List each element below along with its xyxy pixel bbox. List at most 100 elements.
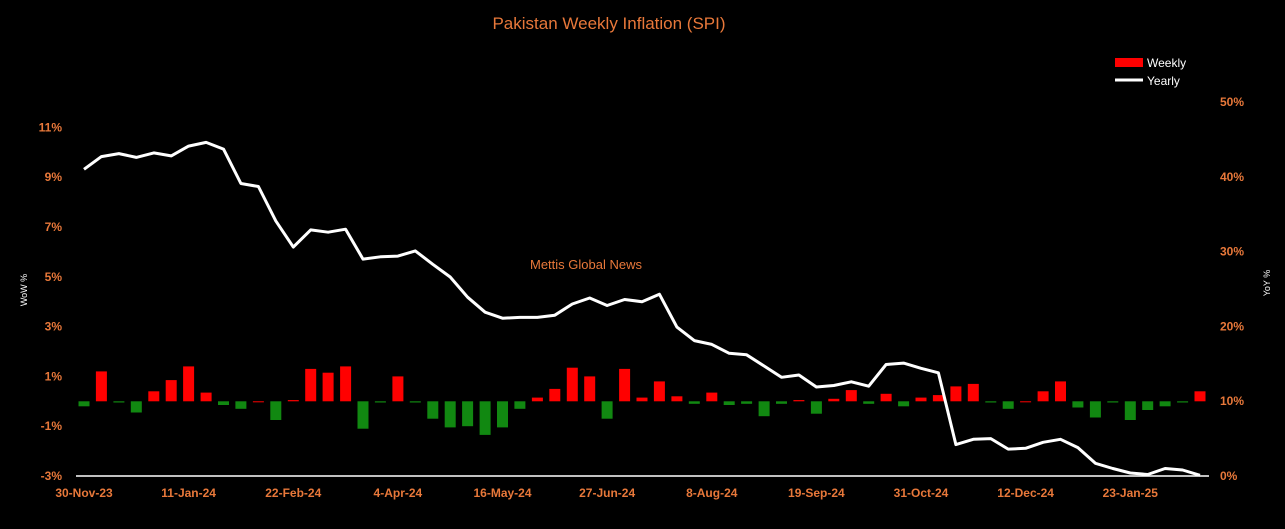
weekly-bar (915, 397, 927, 402)
weekly-bar (601, 401, 613, 419)
weekly-bar (932, 395, 944, 402)
y-right-tick-label: 40% (1220, 170, 1244, 184)
y-left-tick-label: -1% (41, 419, 63, 433)
weekly-bar (636, 397, 648, 402)
x-tick-label: 4-Apr-24 (374, 486, 423, 500)
weekly-bar (967, 383, 979, 402)
weekly-bar (514, 401, 526, 409)
y-left-tick-label: 7% (45, 220, 63, 234)
weekly-bar (810, 401, 822, 414)
x-tick-label: 31-Oct-24 (894, 486, 949, 500)
y-left-tick-label: 9% (45, 170, 63, 184)
weekly-bar (828, 398, 840, 402)
weekly-bar (1072, 401, 1084, 408)
y-right-tick-label: 20% (1220, 319, 1244, 333)
y-left-tick-label: -3% (41, 469, 63, 483)
weekly-bar (357, 401, 369, 429)
weekly-bar (566, 367, 578, 402)
weekly-bar (1107, 401, 1119, 403)
watermark-text: Mettis Global News (530, 257, 642, 272)
weekly-bar (252, 401, 264, 403)
weekly-bar (427, 401, 439, 419)
x-tick-label: 11-Jan-24 (161, 486, 216, 500)
weekly-bar (985, 401, 997, 403)
y-left-axis-title: WoW % (19, 274, 29, 306)
weekly-bar (130, 401, 142, 413)
x-ticks: 30-Nov-23 11-Jan-24 22-Feb-24 4-Apr-24 16-Ma… (55, 486, 1158, 500)
weekly-bar (95, 371, 107, 402)
y-left-tick-label: 3% (45, 320, 63, 334)
weekly-bar (845, 390, 857, 402)
x-tick-label: 8-Aug-24 (686, 486, 738, 500)
y-right-tick-label: 30% (1220, 245, 1244, 259)
weekly-bar (758, 401, 770, 417)
x-tick-label: 16-May-24 (473, 486, 531, 500)
weekly-bar (950, 386, 962, 402)
weekly-bar (653, 381, 665, 402)
weekly-bar (741, 401, 753, 404)
weekly-bar (183, 366, 195, 402)
weekly-bar (1142, 401, 1154, 410)
weekly-bar (898, 401, 910, 407)
weekly-bar (322, 372, 334, 402)
legend-weekly-label: Weekly (1147, 56, 1186, 70)
y-right-ticks: 50% 40% 30% 20% 10% 0% (1220, 95, 1244, 483)
x-tick-label: 12-Dec-24 (997, 486, 1054, 500)
weekly-bar (78, 401, 90, 407)
legend-yearly-label: Yearly (1147, 74, 1180, 88)
legend-weekly-swatch (1115, 58, 1143, 67)
weekly-bar (392, 376, 404, 402)
weekly-bar (374, 401, 386, 403)
weekly-bar (1055, 381, 1066, 402)
weekly-bar (479, 401, 491, 435)
y-left-tick-label: 11% (39, 120, 63, 134)
weekly-bar (619, 368, 631, 402)
weekly-bar (218, 401, 229, 405)
weekly-bar (113, 401, 125, 403)
chart-title: Pakistan Weekly Inflation (SPI) (492, 14, 725, 33)
weekly-bar (1020, 401, 1032, 403)
weekly-bar (776, 401, 787, 404)
x-tick-label: 27-Jun-24 (579, 486, 635, 500)
weekly-bar (165, 380, 177, 402)
x-tick-label: 30-Nov-23 (55, 486, 113, 500)
weekly-bar (531, 397, 543, 402)
weekly-bar (340, 366, 352, 402)
weekly-bar (1002, 401, 1014, 409)
y-left-tick-label: 5% (45, 270, 63, 284)
weekly-bar (444, 401, 456, 428)
yearly-line (83, 140, 1201, 477)
weekly-bar (1089, 401, 1101, 418)
weekly-bar (863, 401, 875, 404)
y-right-axis-title: YoY % (1262, 270, 1272, 297)
weekly-bar (793, 400, 805, 402)
weekly-bar (235, 401, 247, 409)
weekly-bar (549, 388, 561, 402)
weekly-bar (305, 368, 317, 402)
weekly-bar (462, 401, 474, 427)
weekly-bar (1037, 391, 1049, 402)
weekly-bar (200, 392, 212, 402)
weekly-bar (688, 401, 700, 404)
x-tick-label: 19-Sep-24 (788, 486, 845, 500)
legend: Weekly Yearly (1115, 56, 1186, 88)
weekly-bar (287, 400, 299, 402)
weekly-bar (584, 376, 596, 402)
y-left-ticks: 11% 9% 7% 5% 3% 1% -1% -3% (39, 120, 63, 483)
weekly-bar (1177, 401, 1189, 403)
weekly-bar (148, 391, 160, 402)
weekly-bar (1124, 401, 1136, 420)
y-right-tick-label: 50% (1220, 95, 1244, 109)
weekly-bars (78, 366, 1206, 435)
weekly-bar (1194, 391, 1206, 402)
y-right-tick-label: 0% (1220, 469, 1238, 483)
y-right-tick-label: 10% (1220, 394, 1244, 408)
x-tick-label: 22-Feb-24 (265, 486, 321, 500)
y-left-tick-label: 1% (45, 369, 63, 383)
weekly-bar (880, 393, 892, 402)
weekly-bar (706, 392, 718, 402)
weekly-bar (497, 401, 508, 428)
weekly-bar (671, 396, 683, 402)
weekly-bar (270, 401, 282, 420)
